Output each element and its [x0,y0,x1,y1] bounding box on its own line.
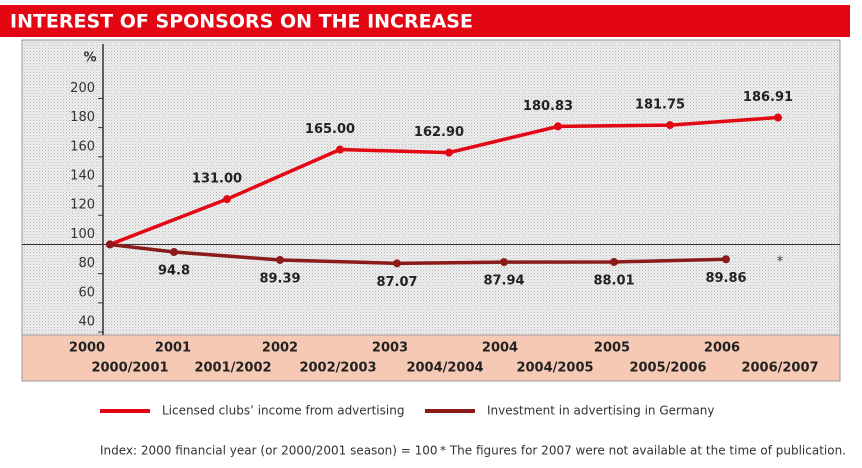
y-tick-label: 120 [70,198,95,213]
data-label: 87.07 [376,275,417,290]
data-point [170,248,178,257]
chart-title: INTEREST OF SPONSORS ON THE INCREASE [10,11,473,33]
x-tick-label: 2006 [704,341,740,356]
data-point [336,145,344,154]
x-tick-label: 2002 [262,341,298,356]
data-label: 89.86 [705,271,746,286]
data-point [774,113,782,122]
y-tick-label: 140 [70,169,95,184]
x-tick-label: 2005/2006 [629,361,706,376]
data-point [276,255,284,264]
title-bar [0,5,850,37]
data-point [223,195,231,204]
x-tick-label: 2000 [69,341,105,356]
plot-area [21,39,841,336]
data-point [554,122,562,131]
data-label: 89.39 [259,271,300,286]
y-axis-label: % [83,51,96,66]
data-point [722,255,730,264]
x-tick-label: 2005 [594,341,630,356]
data-point [445,148,453,157]
data-label: 88.01 [593,273,634,288]
x-axis-band [21,334,841,382]
x-tick-label: 2000/2001 [91,361,168,376]
y-tick-label: 80 [78,256,95,271]
y-tick-label: 40 [78,315,95,330]
data-label: 131.00 [192,172,242,187]
data-label: 186.91 [743,90,793,105]
data-label: 87.94 [483,274,524,289]
data-point [610,257,618,266]
legend-label: Licensed clubs’ income from advertising [162,404,404,418]
data-label: 180.83 [523,99,573,114]
x-tick-label: 2003 [372,341,408,356]
data-label: 181.75 [635,98,685,113]
data-point [106,240,114,249]
x-tick-label: 2004/2004 [406,361,483,376]
footnote: Index: 2000 financial year (or 2000/2001… [100,444,438,458]
data-point [500,258,508,267]
y-tick-label: 160 [70,139,95,154]
footnote: * The figures for 2007 were not availabl… [440,444,846,458]
y-tick-label: 200 [70,81,95,96]
legend-label: Investment in advertising in Germany [487,404,715,418]
y-tick-label: 100 [70,227,95,242]
x-tick-label: 2001/2002 [194,361,271,376]
y-tick-label: 180 [70,110,95,125]
data-label: 162.90 [414,125,464,140]
x-tick-label: 2004/2005 [516,361,593,376]
x-tick-label: 2002/2003 [299,361,376,376]
y-tick-label: 60 [78,285,95,300]
asterisk: * [777,255,784,270]
x-tick-label: 2001 [155,341,191,356]
x-tick-label: 2004 [482,341,518,356]
x-tick-label: 2006/2007 [741,361,818,376]
data-point [666,121,674,130]
data-label: 94.8 [158,264,190,279]
data-label: 165.00 [305,122,355,137]
data-point [393,259,401,268]
